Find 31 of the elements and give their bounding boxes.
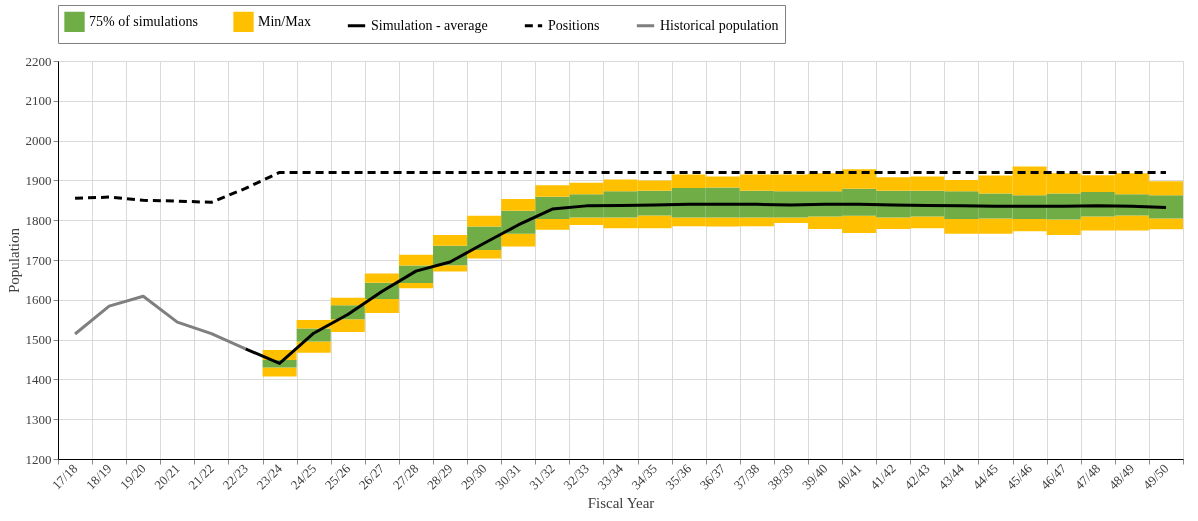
y-tick-label: 2200	[25, 53, 52, 69]
bar	[501, 233, 536, 247]
bar	[262, 367, 297, 377]
x-axis-title: Fiscal Year	[587, 495, 655, 512]
bar	[467, 250, 502, 259]
legend-label: Positions	[548, 17, 600, 33]
y-tick-label: 1700	[25, 252, 52, 268]
y-tick-label: 1600	[25, 292, 52, 308]
legend-label: 75% of simulations	[89, 13, 198, 29]
y-tick-label: 1500	[25, 332, 52, 348]
line-series	[244, 202, 1168, 365]
bar	[398, 283, 433, 289]
bar	[467, 215, 502, 227]
legend-label: Simulation - average	[371, 17, 488, 33]
line-series	[73, 170, 1168, 204]
bar	[398, 254, 433, 266]
y-tick-label: 1800	[25, 212, 52, 228]
y-tick-label: 1400	[25, 371, 52, 387]
bar	[364, 273, 399, 283]
bar	[433, 265, 468, 272]
y-axis-title: Population	[5, 227, 22, 294]
y-tick-label: 1200	[25, 451, 52, 467]
bar	[501, 199, 536, 211]
y-tick-label: 1900	[25, 172, 52, 188]
legend-label: Historical population	[660, 17, 779, 33]
y-tick-label: 2000	[25, 133, 52, 149]
y-tick-label: 2100	[25, 93, 52, 109]
y-tick-label: 1300	[25, 411, 52, 427]
bar	[433, 234, 468, 246]
legend-label: Min/Max	[258, 13, 311, 29]
line-series	[73, 294, 247, 351]
